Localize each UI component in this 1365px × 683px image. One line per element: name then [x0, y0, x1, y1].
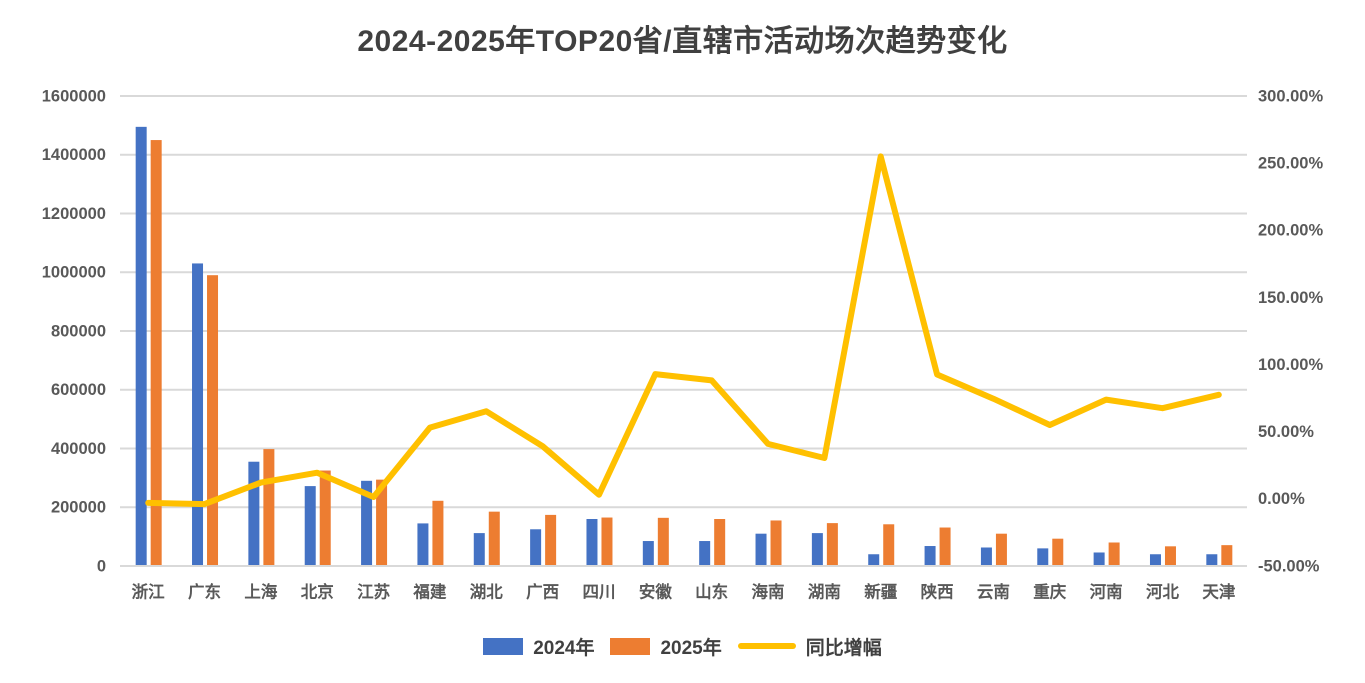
bar-2025: [376, 479, 388, 565]
x-axis-category-label: 广西: [526, 581, 559, 601]
bar-2025: [714, 519, 726, 565]
x-axis-category-label: 重庆: [1033, 581, 1067, 601]
x-axis-category-label: 天津: [1202, 581, 1236, 601]
legend-label-2024: 2024年: [533, 637, 595, 659]
growth-line: [145, 153, 1222, 508]
y-axis-right-tick: 150.00%: [1258, 289, 1323, 307]
y-axis-left-tick: 200000: [51, 499, 106, 517]
bar-2024: [980, 547, 992, 565]
y-axis-right-tick: 300.00%: [1258, 87, 1323, 105]
bar-2025: [319, 470, 331, 565]
x-axis-category-label: 上海: [244, 581, 278, 601]
bar-2024: [924, 546, 936, 565]
legend-swatch-2025: [610, 637, 651, 655]
bar-2025: [1164, 546, 1176, 565]
y-axis-left-tick: 1000000: [42, 264, 106, 282]
x-axis-category-label: 新疆: [864, 581, 898, 601]
y-axis-right-tick: 50.00%: [1258, 423, 1314, 441]
bar-2025: [488, 511, 500, 565]
bar-2024: [530, 529, 542, 565]
bar-2024: [1206, 554, 1218, 565]
x-axis-category-label: 河北: [1146, 582, 1180, 601]
legend-swatch-2024: [483, 637, 524, 655]
y-axis-left-tick: 600000: [51, 381, 106, 399]
x-axis-category-label: 河南: [1090, 581, 1123, 601]
x-axis-category-label: 湖南: [808, 581, 841, 601]
y-axis-left-tick: 0: [97, 557, 106, 575]
bar-2024: [1093, 552, 1105, 565]
x-axis-category-label: 四川: [582, 583, 615, 601]
bar-2024: [304, 486, 316, 565]
y-axis-right-tick: 100.00%: [1258, 356, 1323, 374]
bar-2024: [473, 533, 485, 565]
bar-2025: [1052, 538, 1064, 565]
y-axis-right-tick: 0.00%: [1258, 490, 1305, 508]
y-axis-left-tick: 1200000: [42, 205, 106, 223]
y-axis-left-tick: 1600000: [42, 87, 106, 105]
bar-2024: [699, 541, 711, 565]
bar-2024: [248, 461, 260, 565]
y-axis-left-tick: 800000: [51, 322, 106, 340]
bar-2024: [586, 519, 598, 565]
bar-2024: [135, 126, 147, 565]
bar-2024: [811, 533, 823, 565]
y-axis-right-tick: 250.00%: [1258, 155, 1323, 173]
bar-2024: [868, 554, 880, 565]
y-axis-right-tick: -50.00%: [1258, 557, 1320, 575]
x-axis-category-label: 云南: [977, 581, 1010, 601]
bar-2025: [657, 517, 669, 565]
x-axis-category-label: 陕西: [921, 581, 954, 601]
bar-2024: [1149, 554, 1161, 565]
x-axis-category-label: 广东: [188, 581, 221, 601]
bar-2024: [417, 523, 429, 565]
x-axis-category-label: 海南: [752, 581, 785, 601]
bar-2025: [1221, 545, 1233, 565]
bar-2025: [150, 140, 162, 565]
y-axis-left-tick: 400000: [51, 440, 106, 458]
chart-title: 2024-2025年TOP20省/直辖市活动场次趋势变化: [357, 25, 1008, 58]
legend: 2024年 2025年 同比增幅: [0, 631, 1365, 661]
y-axis-right-tick: 200.00%: [1258, 222, 1323, 240]
bar-2024: [361, 480, 373, 565]
bar-2024: [192, 263, 204, 565]
bar-2024: [1037, 548, 1049, 565]
bar-2025: [826, 523, 838, 565]
bar-2025: [263, 449, 275, 565]
bar-2025: [432, 500, 444, 565]
legend-label-growth: 同比增幅: [805, 637, 882, 659]
bar-2025: [207, 275, 219, 565]
bar-2024: [755, 533, 767, 565]
bar-2025: [545, 514, 557, 565]
legend-line-swatch-growth: [737, 643, 796, 649]
x-axis-category-label: 浙江: [132, 581, 166, 601]
x-axis-category-label: 安徽: [639, 581, 673, 601]
bar-2025: [939, 527, 951, 565]
legend-item-2025: 2025年: [610, 633, 722, 660]
bar-2025: [770, 520, 782, 565]
bar-2025: [883, 524, 895, 565]
bar-2025: [995, 533, 1007, 565]
x-axis-category-label: 江苏: [357, 581, 391, 601]
legend-label-2025: 2025年: [660, 637, 722, 659]
bar-2025: [601, 517, 613, 565]
x-axis-category-label: 湖北: [470, 582, 504, 601]
x-axis-category-label: 北京: [301, 581, 334, 601]
x-axis-category-label: 福建: [412, 581, 447, 601]
bar-2025: [1108, 542, 1120, 565]
y-axis-left-tick: 1400000: [42, 146, 106, 164]
x-axis-category-label: 山东: [695, 581, 728, 601]
bar-2024: [642, 541, 654, 565]
legend-item-growth: 同比增幅: [737, 633, 882, 660]
legend-item-2024: 2024年: [483, 633, 594, 660]
